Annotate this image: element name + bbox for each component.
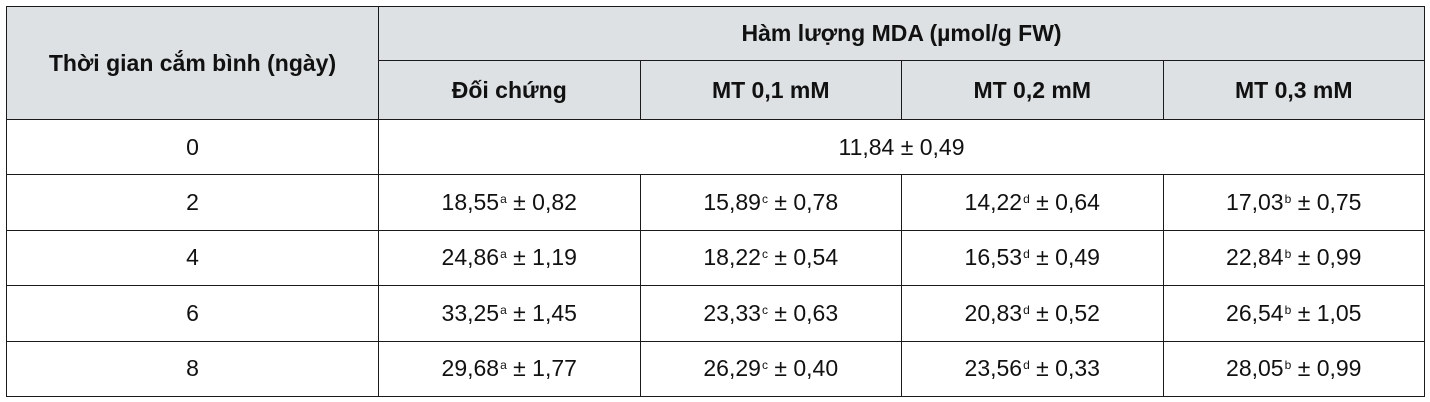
group-header-cell: Hàm lượng MDA (µmol/g FW) <box>377 6 1426 61</box>
value-cell: 20,83d ± 0,52 <box>901 285 1164 342</box>
std-dev: ± 0,99 <box>1297 244 1362 271</box>
table-row: 4 24,86a ± 1,19 18,22c ± 0,54 16,53d ± 0… <box>6 229 1426 287</box>
std-dev: ± 0,82 <box>513 189 577 216</box>
mean-value: 28,05 <box>1226 355 1284 382</box>
value-cell: 18,22c ± 0,54 <box>639 229 902 287</box>
table-row: 6 33,25a ± 1,45 23,33c ± 0,63 20,83d ± 0… <box>6 285 1426 342</box>
significance-letter: a <box>500 302 507 317</box>
day-cell: 6 <box>6 285 379 342</box>
significance-letter: d <box>1023 358 1030 373</box>
value-cell: 16,53d ± 0,49 <box>901 229 1164 287</box>
significance-letter: d <box>1023 192 1030 207</box>
value-cell: 29,68a ± 1,77 <box>378 340 641 398</box>
mean-value: 16,53 <box>964 244 1023 271</box>
column-header-mt-0-3: MT 0,3 mM <box>1162 60 1426 120</box>
mean-value: 23,33 <box>703 299 761 326</box>
day-cell: 4 <box>6 229 379 287</box>
value-cell: 24,86a ± 1,19 <box>378 229 641 287</box>
value-cell: 17,03b ± 0,75 <box>1162 174 1426 231</box>
merged-value-cell: 11,84 ± 0,49 <box>377 118 1426 176</box>
significance-letter: b <box>1284 192 1292 207</box>
column-header-mt-0-2: MT 0,2 mM <box>901 60 1164 120</box>
significance-letter: b <box>1284 302 1292 317</box>
std-dev: ± 1,05 <box>1297 299 1362 326</box>
value-cell: 23,33c ± 0,63 <box>639 285 902 342</box>
mean-value: 22,84 <box>1226 244 1284 271</box>
value-cell: 15,89c ± 0,78 <box>639 174 902 231</box>
mean-value: 33,25 <box>441 299 500 326</box>
header-row-2: Đối chứng MT 0,1 mM MT 0,2 mM MT 0,3 mM <box>7 60 1426 120</box>
significance-letter: c <box>761 192 768 207</box>
value-cell: 23,56d ± 0,33 <box>901 340 1164 398</box>
std-dev: ± 0,40 <box>774 355 839 382</box>
mean-value: 15,89 <box>703 189 761 216</box>
significance-letter: d <box>1023 247 1030 262</box>
std-dev: ± 0,78 <box>774 189 839 216</box>
significance-letter: b <box>1284 358 1292 373</box>
mean-value: 24,86 <box>441 244 500 271</box>
day-cell: 2 <box>6 174 379 231</box>
std-dev: ± 1,77 <box>513 355 577 382</box>
std-dev: ± 0,49 <box>1036 244 1100 271</box>
std-dev: ± 0,63 <box>774 299 839 326</box>
significance-letter: c <box>761 247 768 262</box>
mean-value: 18,55 <box>441 189 500 216</box>
significance-letter: a <box>500 192 507 207</box>
day-cell: 0 <box>6 118 379 176</box>
significance-letter: a <box>500 247 507 262</box>
value-cell: 26,54b ± 1,05 <box>1162 285 1426 342</box>
mda-table: Thời gian cắm bình (ngày) Hàm lượng MDA … <box>6 6 1426 398</box>
mean-value: 17,03 <box>1226 189 1284 216</box>
std-dev: ± 0,64 <box>1036 189 1100 216</box>
std-dev: ± 0,33 <box>1036 355 1100 382</box>
day-cell: 8 <box>6 340 379 398</box>
mean-value: 14,22 <box>964 189 1023 216</box>
column-header-mt-0-1: MT 0,1 mM <box>639 60 902 120</box>
value-cell: 33,25a ± 1,45 <box>378 285 641 342</box>
std-dev: ± 0,75 <box>1297 189 1362 216</box>
value-cell: 18,55a ± 0,82 <box>378 174 641 231</box>
value-cell: 26,29c ± 0,40 <box>639 340 902 398</box>
mean-value: 18,22 <box>703 244 761 271</box>
mean-value: 26,54 <box>1226 299 1284 326</box>
significance-letter: c <box>761 302 768 317</box>
significance-letter: a <box>500 358 507 373</box>
header-row-1: Thời gian cắm bình (ngày) Hàm lượng MDA … <box>6 6 1426 120</box>
column-header-control: Đối chứng <box>378 60 641 120</box>
std-dev: ± 1,45 <box>513 299 577 326</box>
std-dev: ± 1,19 <box>513 244 577 271</box>
significance-letter: c <box>761 358 768 373</box>
value-cell: 22,84b ± 0,99 <box>1162 229 1426 287</box>
mean-value: 23,56 <box>964 355 1023 382</box>
value-cell: 28,05b ± 0,99 <box>1162 340 1426 398</box>
significance-letter: d <box>1023 302 1030 317</box>
value-cell: 14,22d ± 0,64 <box>901 174 1164 231</box>
table-row: 8 29,68a ± 1,77 26,29c ± 0,40 23,56d ± 0… <box>6 340 1426 398</box>
significance-letter: b <box>1284 247 1292 262</box>
mean-value: 29,68 <box>441 355 500 382</box>
std-dev: ± 0,54 <box>774 244 839 271</box>
row-header-cell: Thời gian cắm bình (ngày) <box>6 6 379 120</box>
mean-value: 20,83 <box>964 299 1023 326</box>
std-dev: ± 0,99 <box>1297 355 1362 382</box>
table-row: 2 18,55a ± 0,82 15,89c ± 0,78 14,22d ± 0… <box>6 174 1426 231</box>
mean-value: 26,29 <box>703 355 761 382</box>
table-row: 0 11,84 ± 0,49 <box>6 118 1426 176</box>
std-dev: ± 0,52 <box>1036 299 1100 326</box>
